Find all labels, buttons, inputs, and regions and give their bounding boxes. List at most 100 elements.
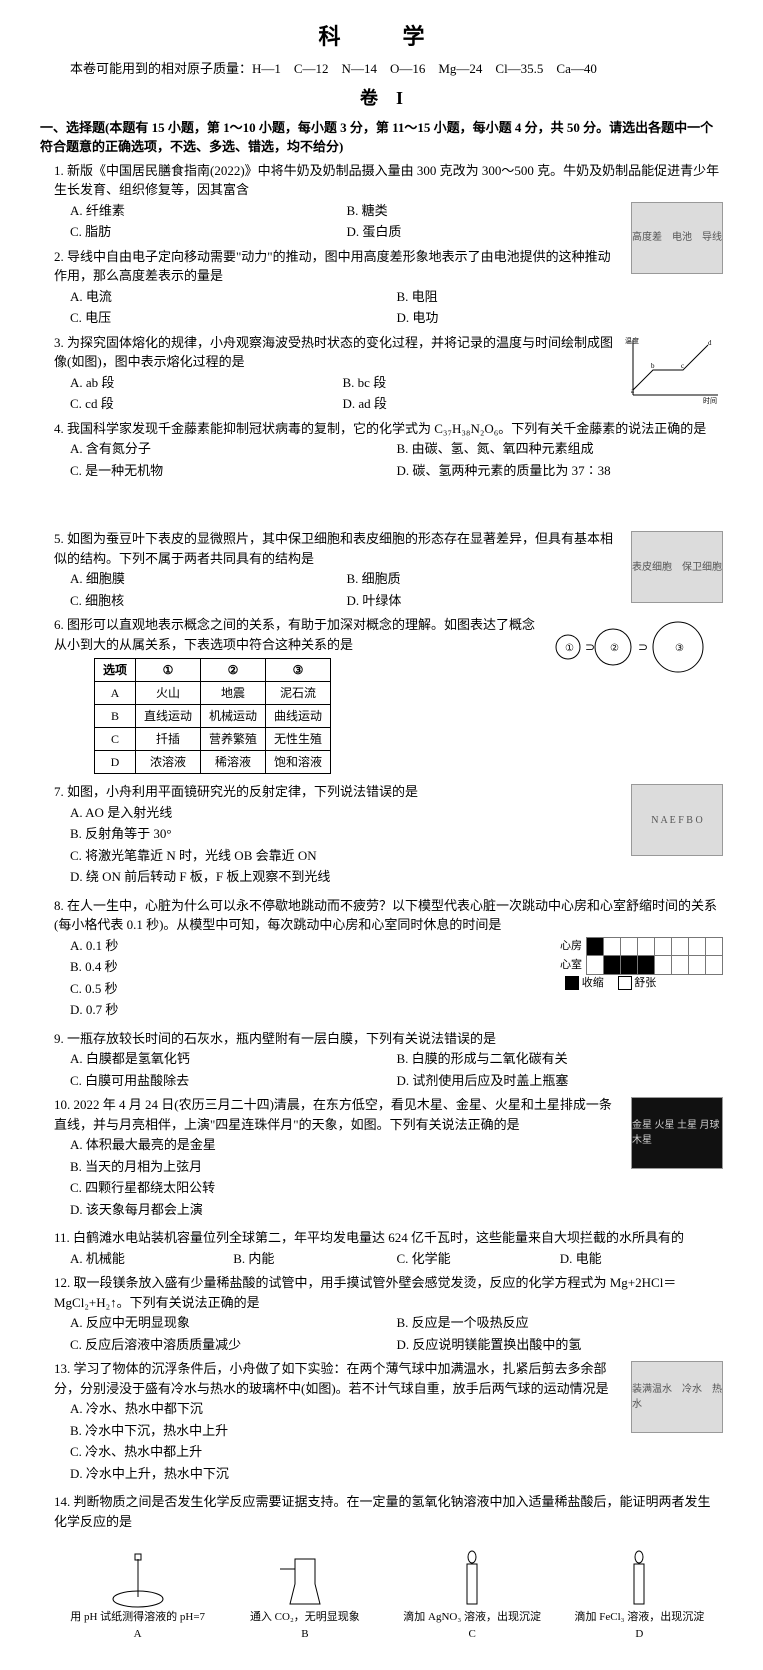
q9-opt-b[interactable]: B. 白膜的形成与二氧化碳有关	[397, 1048, 724, 1070]
question-10: 金星 火星 土星 月球 木星 10. 2022 年 4 月 24 日(农历三月二…	[40, 1095, 723, 1220]
q14-exp-d[interactable]: 滴加 FeCl₃ 溶液，出现沉淀D	[569, 1539, 709, 1642]
question-1: 1. 新版《中国居民膳食指南(2022)》中将牛奶及奶制品摄入量由 300 克改…	[40, 161, 723, 243]
svg-text:⊃: ⊃	[638, 640, 648, 654]
q6-table: 选项①②③ A火山地震泥石流B直线运动机械运动曲线运动C扦插营养繁殖无性生殖D浓…	[94, 658, 331, 774]
q3-opt-d[interactable]: D. ad 段	[343, 393, 616, 415]
q1-opt-d[interactable]: D. 蛋白质	[347, 221, 624, 243]
q13-opt-b[interactable]: B. 冷水中下沉，热水中上升	[70, 1420, 623, 1442]
q5-opt-d[interactable]: D. 叶绿体	[347, 590, 624, 612]
q7-opt-b[interactable]: B. 反射角等于 30°	[70, 823, 623, 845]
section1-heading: 一、选择题(本题有 15 小题，第 1～10 小题，每小题 3 分，第 11～1…	[40, 118, 723, 157]
q10-stem: 10. 2022 年 4 月 24 日(农历三月二十四)清晨，在东方低空，看见木…	[54, 1095, 723, 1134]
q7-opt-a[interactable]: A. AO 是入射光线	[70, 802, 623, 824]
q8-opt-c[interactable]: C. 0.5 秒	[70, 978, 270, 1000]
q4-stem: 4. 我国科学家发现千金藤素能抑制冠状病毒的复制，它的化学式为 C₃₇H₃₈N₂…	[54, 419, 723, 439]
q9-opt-a[interactable]: A. 白膜都是氢氧化钙	[70, 1048, 397, 1070]
q11-opt-a[interactable]: A. 机械能	[70, 1248, 233, 1270]
q2-opt-d[interactable]: D. 电功	[397, 307, 724, 329]
q10-opt-d[interactable]: D. 该天象每月都会上演	[70, 1199, 623, 1221]
q11-opt-b[interactable]: B. 内能	[233, 1248, 396, 1270]
q9-stem: 9. 一瓶存放较长时间的石灰水，瓶内壁附有一层白膜，下列有关说法错误的是	[54, 1029, 723, 1049]
q8-grid: 心房心室 收缩 舒张	[559, 937, 723, 992]
q11-stem: 11. 白鹤滩水电站装机容量位列全球第二，年平均发电量达 624 亿千瓦时，这些…	[54, 1228, 723, 1248]
q8-opt-d[interactable]: D. 0.7 秒	[70, 999, 270, 1021]
q2-opt-a[interactable]: A. 电流	[70, 286, 397, 308]
q12-stem: 12. 取一段镁条放入盛有少量稀盐酸的试管中，用手摸试管外壁会感觉发烫，反应的化…	[54, 1273, 723, 1312]
q1-opt-b[interactable]: B. 糖类	[347, 200, 624, 222]
svg-text:③: ③	[675, 643, 684, 654]
question-11: 11. 白鹤滩水电站装机容量位列全球第二，年平均发电量达 624 亿千瓦时，这些…	[40, 1228, 723, 1269]
q2-opt-c[interactable]: C. 电压	[70, 307, 397, 329]
q14-experiments: 用 pH 试纸测得溶液的 pH=7A 通入 CO₂，无明显现象B 滴加 AgNO…	[54, 1539, 723, 1642]
q1-stem: 1. 新版《中国居民膳食指南(2022)》中将牛奶及奶制品摄入量由 300 克改…	[54, 161, 723, 200]
question-7: N A E F B O 7. 如图，小舟利用平面镜研究光的反射定律，下列说法错误…	[40, 782, 723, 888]
q5-opt-c[interactable]: C. 细胞核	[70, 590, 347, 612]
q2-figure: 高度差 电池 导线	[631, 202, 723, 274]
q3-opt-c[interactable]: C. cd 段	[70, 393, 343, 415]
q5-opt-a[interactable]: A. 细胞膜	[70, 568, 347, 590]
q14-exp-b[interactable]: 通入 CO₂，无明显现象B	[235, 1539, 375, 1642]
paper-label: 卷 I	[40, 85, 723, 112]
q10-opt-a[interactable]: A. 体积最大最亮的是金星	[70, 1134, 623, 1156]
q4-opt-d[interactable]: D. 碳、氢两种元素的质量比为 37∶38	[397, 460, 724, 482]
q7-figure: N A E F B O	[631, 784, 723, 856]
q3-opt-b[interactable]: B. bc 段	[343, 372, 616, 394]
question-9: 9. 一瓶存放较长时间的石灰水，瓶内壁附有一层白膜，下列有关说法错误的是 A. …	[40, 1029, 723, 1092]
page-title: 科 学	[40, 20, 723, 53]
q13-opt-d[interactable]: D. 冷水中上升，热水中下沉	[70, 1463, 623, 1485]
q10-figure: 金星 火星 土星 月球 木星	[631, 1097, 723, 1169]
q13-stem: 13. 学习了物体的沉浮条件后，小舟做了如下实验：在两个薄气球中加满温水，扎紧后…	[54, 1359, 723, 1398]
svg-text:①: ①	[565, 643, 574, 654]
svg-text:c: c	[681, 362, 684, 370]
q4-opt-a[interactable]: A. 含有氮分子	[70, 438, 397, 460]
q8-stem: 8. 在人一生中，心脏为什么可以永不停歇地跳动而不疲劳？以下模型代表心脏一次跳动…	[54, 896, 723, 935]
q8-opt-a[interactable]: A. 0.1 秒	[70, 935, 270, 957]
q11-opt-c[interactable]: C. 化学能	[397, 1248, 560, 1270]
q11-opt-d[interactable]: D. 电能	[560, 1248, 723, 1270]
question-5: 表皮细胞 保卫细胞 5. 如图为蚕豆叶下表皮的显微照片，其中保卫细胞和表皮细胞的…	[40, 529, 723, 611]
q4-opt-b[interactable]: B. 由碳、氢、氮、氧四种元素组成	[397, 438, 724, 460]
q2-stem: 2. 导线中自由电子定向移动需要"动力"的推动，图中用高度差形象地表示了由电池提…	[54, 247, 723, 286]
q14-stem: 14. 判断物质之间是否发生化学反应需要证据支持。在一定量的氢氧化钠溶液中加入适…	[54, 1492, 723, 1531]
question-14: 14. 判断物质之间是否发生化学反应需要证据支持。在一定量的氢氧化钠溶液中加入适…	[40, 1492, 723, 1642]
q5-opt-b[interactable]: B. 细胞质	[347, 568, 624, 590]
q13-opt-c[interactable]: C. 冷水、热水中都上升	[70, 1441, 623, 1463]
svg-text:温度: 温度	[625, 336, 639, 345]
q12-opt-b[interactable]: B. 反应是一个吸热反应	[397, 1312, 724, 1334]
question-6: ① ⊃ ② ⊃ ③ 6. 图形可以直观地表示概念之间的关系，有助于加深对概念的理…	[40, 615, 723, 774]
q3-graph: a b c d 温度 时间	[623, 335, 723, 405]
question-12: 12. 取一段镁条放入盛有少量稀盐酸的试管中，用手摸试管外壁会感觉发烫，反应的化…	[40, 1273, 723, 1355]
q9-opt-c[interactable]: C. 白膜可用盐酸除去	[70, 1070, 397, 1092]
q10-opt-c[interactable]: C. 四颗行星都绕太阳公转	[70, 1177, 623, 1199]
svg-text:②: ②	[610, 643, 619, 654]
q9-opt-d[interactable]: D. 试剂使用后应及时盖上瓶塞	[397, 1070, 724, 1092]
q8-opt-b[interactable]: B. 0.4 秒	[70, 956, 270, 978]
q6-venn: ① ⊃ ② ⊃ ③	[543, 617, 723, 677]
q4-opt-c[interactable]: C. 是一种无机物	[70, 460, 397, 482]
q7-opt-c[interactable]: C. 将激光笔靠近 N 时，光线 OB 会靠近 ON	[70, 845, 623, 867]
q14-exp-c[interactable]: 滴加 AgNO₃ 溶液，出现沉淀C	[402, 1539, 542, 1642]
q10-opt-b[interactable]: B. 当天的月相为上弦月	[70, 1156, 623, 1178]
q12-opt-c[interactable]: C. 反应后溶液中溶质质量减少	[70, 1334, 397, 1356]
svg-text:⊃: ⊃	[585, 640, 595, 654]
q5-figure: 表皮细胞 保卫细胞	[631, 531, 723, 603]
q5-stem: 5. 如图为蚕豆叶下表皮的显微照片，其中保卫细胞和表皮细胞的形态存在显著差异，但…	[54, 529, 723, 568]
q13-opt-a[interactable]: A. 冷水、热水中都下沉	[70, 1398, 623, 1420]
q3-opt-a[interactable]: A. ab 段	[70, 372, 343, 394]
q7-stem: 7. 如图，小舟利用平面镜研究光的反射定律，下列说法错误的是	[54, 782, 723, 802]
q1-opt-a[interactable]: A. 纤维素	[70, 200, 347, 222]
question-3: a b c d 温度 时间 3. 为探究固体熔化的规律，小舟观察海波受热时状态的…	[40, 333, 723, 415]
q1-opt-c[interactable]: C. 脂肪	[70, 221, 347, 243]
question-4: 4. 我国科学家发现千金藤素能抑制冠状病毒的复制，它的化学式为 C₃₇H₃₈N₂…	[40, 419, 723, 482]
question-13: 装满温水 冷水 热水 13. 学习了物体的沉浮条件后，小舟做了如下实验：在两个薄…	[40, 1359, 723, 1484]
q14-exp-a[interactable]: 用 pH 试纸测得溶液的 pH=7A	[68, 1539, 208, 1642]
atomic-masses: 本卷可能用到的相对原子质量：H—1 C—12 N—14 O—16 Mg—24 C…	[40, 59, 723, 79]
q7-opt-d[interactable]: D. 绕 ON 前后转动 F 板，F 板上观察不到光线	[70, 866, 623, 888]
q12-opt-d[interactable]: D. 反应说明镁能置换出酸中的氢	[397, 1334, 724, 1356]
svg-text:b: b	[651, 362, 655, 370]
q12-opt-a[interactable]: A. 反应中无明显现象	[70, 1312, 397, 1334]
q13-figure: 装满温水 冷水 热水	[631, 1361, 723, 1433]
question-8: 8. 在人一生中，心脏为什么可以永不停歇地跳动而不疲劳？以下模型代表心脏一次跳动…	[40, 896, 723, 1021]
question-2: 2. 导线中自由电子定向移动需要"动力"的推动，图中用高度差形象地表示了由电池提…	[40, 247, 723, 329]
q2-opt-b[interactable]: B. 电阻	[397, 286, 724, 308]
